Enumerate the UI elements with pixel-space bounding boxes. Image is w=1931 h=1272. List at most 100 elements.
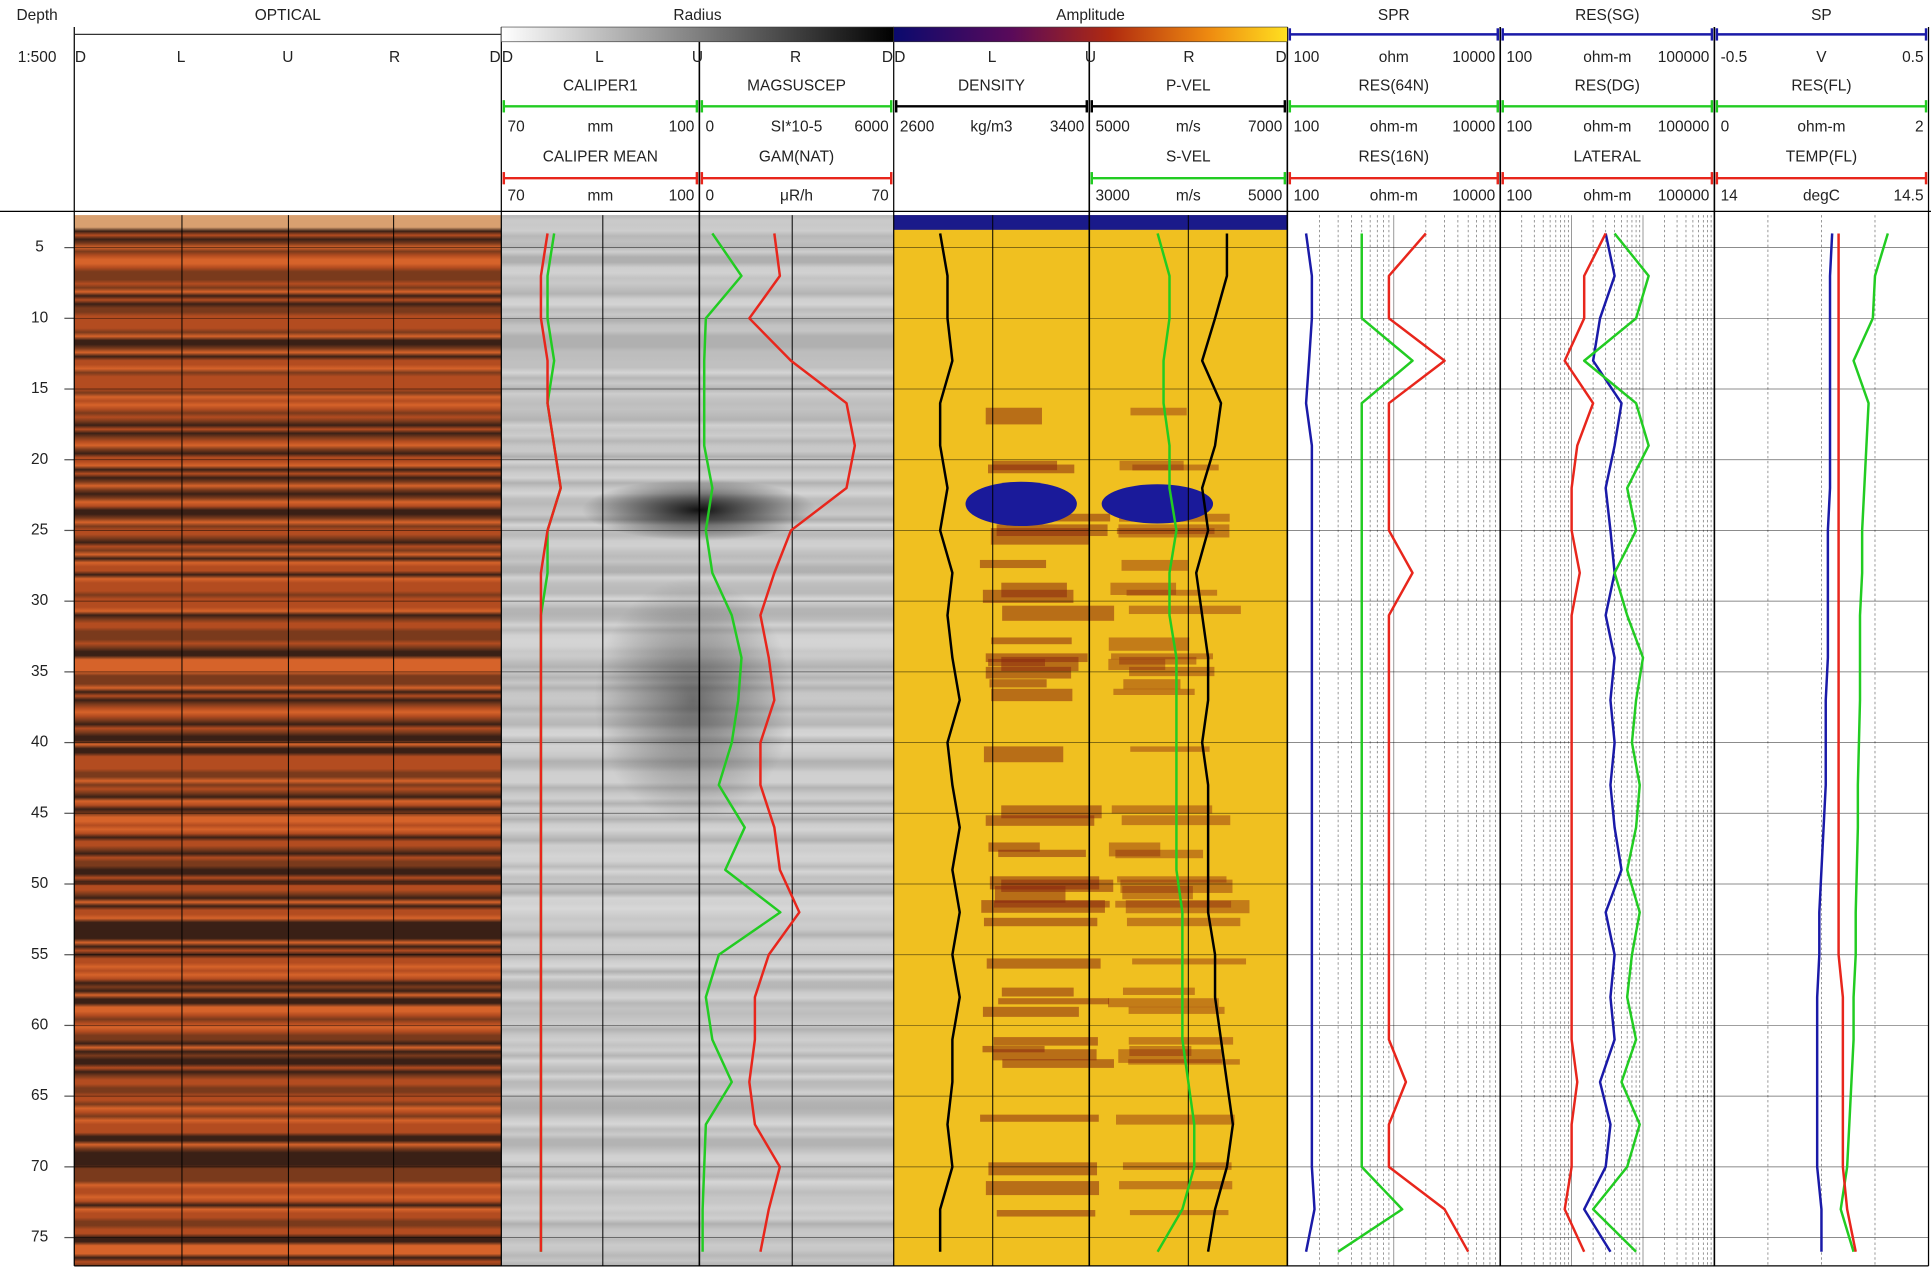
amplitude-patch xyxy=(1130,746,1210,752)
image-title: Amplitude xyxy=(1056,7,1125,24)
amplitude-patch xyxy=(1128,1059,1240,1065)
depth-tick-label: 10 xyxy=(31,309,48,326)
log-curve xyxy=(1156,233,1196,1253)
amplitude-patch xyxy=(988,1162,1098,1176)
amplitude-patch xyxy=(988,842,1040,852)
amplitude-patch xyxy=(998,998,1110,1005)
amplitude-patch xyxy=(1108,842,1161,857)
image-orientation-label: D xyxy=(75,49,86,66)
amplitude-patch xyxy=(998,849,1086,858)
depth-tick-label: 60 xyxy=(31,1017,48,1034)
amplitude-patch xyxy=(989,679,1047,688)
amplitude-patch xyxy=(992,460,1058,471)
amplitude-patch xyxy=(1001,987,1074,997)
amplitude-patch xyxy=(1132,958,1247,965)
curve-title: SP xyxy=(1811,7,1832,24)
curve-title: GAM(NAT) xyxy=(759,148,834,165)
amplitude-patch xyxy=(982,1045,1045,1053)
amplitude-patch xyxy=(1108,637,1190,651)
curve-title: RES(SG) xyxy=(1575,7,1639,24)
amplitude-top-band xyxy=(893,215,1288,230)
curve-scale-min: 70 xyxy=(508,188,525,205)
amplitude-patch xyxy=(1116,528,1215,535)
curve-scale-max: 6000 xyxy=(854,118,888,135)
amplitude-patch xyxy=(1119,656,1197,665)
depth-tick-label: 20 xyxy=(31,451,48,468)
depth-tick-label: 75 xyxy=(31,1229,48,1246)
amplitude-patch xyxy=(1001,805,1102,819)
depth-tick-label: 5 xyxy=(35,239,44,256)
amplitude-patch xyxy=(1117,876,1227,883)
image-title: OPTICAL xyxy=(255,7,322,24)
amplitude-patch xyxy=(985,1181,1100,1196)
amplitude-patch xyxy=(993,1037,1098,1046)
image-orientation-label: R xyxy=(1183,49,1194,66)
log-curve xyxy=(1304,233,1316,1252)
curve-scale-min: 100 xyxy=(1294,118,1320,135)
radius-dark-zone xyxy=(594,577,793,824)
curve-scale-min: 100 xyxy=(1506,188,1532,205)
curve-scale-max: 10000 xyxy=(1452,188,1495,205)
amplitude-patch xyxy=(1119,460,1184,471)
curve-scale-max: 5000 xyxy=(1248,188,1282,205)
curve-scale-min: 5000 xyxy=(1095,118,1129,135)
curve-scale-max: 3400 xyxy=(1050,118,1084,135)
amplitude-patch xyxy=(1122,987,1195,995)
image-orientation-label: D xyxy=(882,49,893,66)
curve-scale-min: 100 xyxy=(1294,49,1320,66)
depth-tick-label: 40 xyxy=(31,734,48,751)
amplitude-patch xyxy=(1002,605,1115,621)
log-curve xyxy=(1837,233,1857,1252)
log-curve xyxy=(539,233,562,1252)
curve-scale-max: 10000 xyxy=(1452,49,1495,66)
amplitude-patch xyxy=(1111,653,1213,660)
curve-title: CALIPER1 xyxy=(563,78,638,95)
amplitude-patch xyxy=(1113,688,1195,695)
amplitude-blue-zone xyxy=(965,481,1077,527)
curve-scale-min: 100 xyxy=(1294,188,1320,205)
amplitude-patch xyxy=(1128,1037,1234,1045)
curve-scale-min: 100 xyxy=(1506,49,1532,66)
depth-tick-label: 35 xyxy=(31,663,48,680)
log-curve xyxy=(1387,232,1470,1253)
amplitude-patch xyxy=(1115,849,1204,859)
depth-tick-label: 55 xyxy=(31,946,48,963)
curve-scale-min: 0 xyxy=(706,118,715,135)
curve-scale-max: 14.5 xyxy=(1893,188,1923,205)
curve-scale-max: 100 xyxy=(669,188,695,205)
depth-tick-label: 30 xyxy=(31,592,48,609)
log-curve xyxy=(1815,233,1834,1252)
amplitude-patch xyxy=(985,653,1088,663)
amplitude-patch xyxy=(1118,524,1230,538)
image-orientation-label: D xyxy=(502,49,513,66)
depth-tick-label: 50 xyxy=(31,875,48,892)
amplitude-patch xyxy=(1001,582,1067,598)
amplitude-patch xyxy=(991,688,1073,702)
amplitude-patch xyxy=(989,876,1100,890)
amplitude-patch xyxy=(1115,900,1232,908)
curve-unit: kg/m3 xyxy=(970,118,1012,135)
amplitude-patch xyxy=(1130,407,1187,416)
curve-scale-max: 100000 xyxy=(1658,188,1710,205)
image-orientation-label: L xyxy=(988,49,997,66)
curve-scale-min: 14 xyxy=(1721,188,1739,205)
optical-image xyxy=(74,215,502,1266)
amplitude-patch xyxy=(994,886,1066,903)
curve-unit: mm xyxy=(587,118,613,135)
curve-title: RES(DG) xyxy=(1575,78,1640,95)
log-curve xyxy=(938,233,961,1252)
amplitude-patch xyxy=(1119,1181,1233,1190)
curve-unit: degC xyxy=(1803,188,1840,205)
curve-title: CALIPER MEAN xyxy=(543,148,658,165)
amplitude-patch xyxy=(1122,886,1193,900)
curve-unit: m/s xyxy=(1176,118,1201,135)
amplitude-patch xyxy=(1125,900,1250,914)
amplitude-patch xyxy=(1115,1114,1235,1125)
amplitude-patch xyxy=(1111,805,1213,814)
image-orientation-label: D xyxy=(894,49,905,66)
amplitude-patch xyxy=(1129,666,1215,677)
curve-scale-min: 2600 xyxy=(900,118,934,135)
amplitude-patch xyxy=(1126,589,1218,596)
